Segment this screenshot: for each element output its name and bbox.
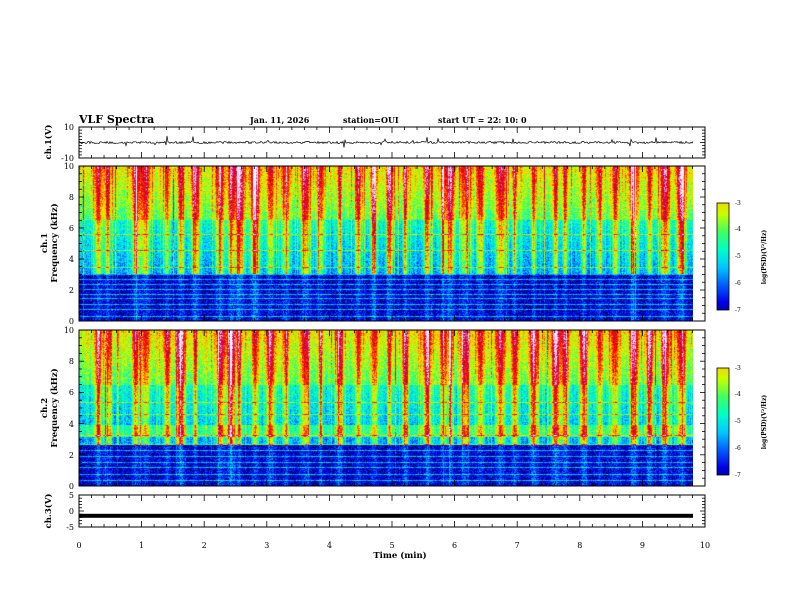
colorbar-ch1-label: log(PSD)(V²/Hz) (761, 230, 768, 285)
colorbar-ch1-tick-m6: -6 (735, 280, 741, 287)
ch2-spec-ytick-0: 0 (69, 482, 74, 491)
colorbar-ch2-frame (716, 367, 730, 476)
ch3-trace-line (79, 513, 693, 518)
colorbar-ch2-gradient (717, 368, 729, 475)
colorbar-ch2-tick-m4: -4 (735, 391, 741, 398)
ch1-ytick-top: 10 (64, 123, 74, 132)
ch2-spec-ytick-10: 10 (64, 326, 74, 335)
ch1-spectrogram-ylabel: ch.1Frequency (kHz) (40, 203, 60, 282)
panel-ch1-waveform: 10 -10 ch.1(V) (43, 123, 706, 163)
date-label: Jan. 11, 2026 (249, 115, 310, 125)
figure-title: VLF Spectra (78, 113, 154, 126)
colorbar-ch1: -3 -4 -5 -6 -7 log(PSD)(V²/Hz) (716, 200, 768, 314)
ch3-ytick-bottom: -5 (66, 523, 74, 532)
ch2-spec-ytick-6: 6 (69, 388, 74, 397)
x-axis-tick-labels: 0 1 2 3 4 5 6 7 8 9 10 (76, 541, 710, 550)
colorbar-ch1-tick-m7: -7 (735, 307, 741, 314)
ch1-spec-ytick-0: 0 (69, 317, 74, 326)
ch1-spec-ytick-4: 4 (69, 255, 74, 264)
start-time-label: start UT = 22: 10: 0 (438, 115, 527, 125)
colorbar-ch2-tick-m5: -5 (735, 418, 741, 425)
colorbar-ch2-tick-m6: -6 (735, 445, 741, 452)
colorbar-ch1-tick-m4: -4 (735, 226, 741, 233)
x-axis-label: Time (min) (373, 550, 426, 561)
ch2-spectrogram-heatmap (79, 330, 693, 486)
colorbar-ch1-frame (716, 202, 730, 311)
ch1-spec-ytick-6: 6 (69, 224, 74, 233)
x-tick-label: 1 (139, 541, 144, 550)
colorbar-ch1-tick-m3: -3 (735, 200, 741, 207)
x-tick-label: 4 (327, 541, 332, 550)
panel-ch2-spectrogram: 0 2 4 6 8 10 ch.2Frequency (kHz) (40, 326, 706, 491)
ch2-spectrogram-ylabel: ch.2Frequency (kHz) (40, 368, 60, 447)
panel-ch1-spectrogram: 0 2 4 6 8 10 ch.1Frequency (kHz) (40, 162, 706, 326)
ch1-spec-ytick-10: 10 (64, 162, 74, 171)
ch1-spec-ytick-8: 8 (69, 193, 74, 202)
colorbar-ch1-gradient (717, 203, 729, 310)
ch1-waveform-ylabel: ch.1(V) (43, 125, 54, 160)
x-tick-label: 7 (515, 541, 520, 550)
ch1-ytick-bottom: -10 (61, 154, 74, 163)
ch3-waveform-ylabel: ch.3(V) (43, 494, 54, 529)
ch1-spectrogram-heatmap (79, 166, 693, 321)
ch3-ytick-top: 5 (69, 491, 74, 500)
x-tick-label: 3 (264, 541, 269, 550)
panel-ch3-waveform: 5 0 -5 ch.3(V) 0 1 2 3 4 5 6 7 8 9 10 Time (min) (43, 491, 710, 561)
x-tick-label: 5 (389, 541, 394, 550)
ch3-waveform-ticks (78, 494, 706, 528)
colorbar-ch1-tick-m5: -5 (735, 253, 741, 260)
x-tick-label: 2 (202, 541, 207, 550)
colorbar-ch2-tick-m7: -7 (735, 472, 741, 479)
x-tick-label: 9 (640, 541, 645, 550)
station-label: station=OUI (343, 115, 399, 125)
x-tick-label: 6 (452, 541, 457, 550)
x-tick-label: 8 (577, 541, 582, 550)
ch1-waveform-ticks (78, 126, 706, 159)
x-tick-label: 0 (76, 541, 81, 550)
colorbar-ch2-label: log(PSD)(V²/Hz) (761, 395, 768, 450)
ch1-spec-ytick-2: 2 (69, 286, 74, 295)
ch2-spec-ytick-8: 8 (69, 357, 74, 366)
ch2-spec-ytick-4: 4 (69, 420, 74, 429)
ch3-ytick-mid: 0 (69, 507, 74, 516)
colorbar-ch2: -3 -4 -5 -6 -7 log(PSD)(V²/Hz) (716, 365, 768, 479)
colorbar-ch2-tick-m3: -3 (735, 365, 741, 372)
ch2-spectrogram-ticks (78, 329, 706, 487)
ch1-spectrogram-ticks (78, 165, 706, 322)
ch1-trace-line (78, 135, 694, 148)
x-tick-label: 10 (700, 541, 710, 550)
ch2-spec-ytick-2: 2 (69, 451, 74, 460)
